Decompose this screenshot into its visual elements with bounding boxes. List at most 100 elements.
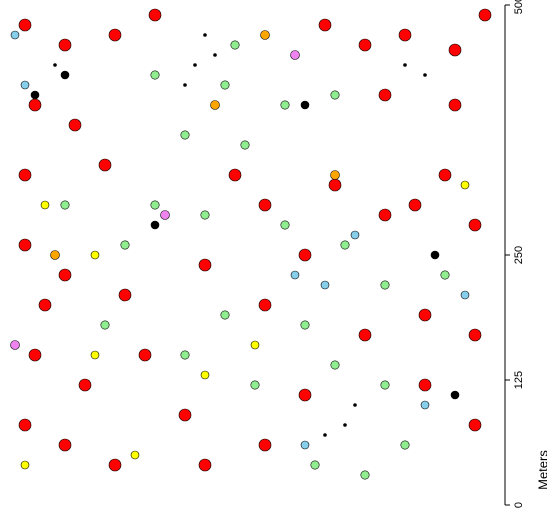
tree-point	[220, 310, 230, 320]
tree-point	[53, 63, 57, 67]
tree-point	[258, 438, 272, 452]
tree-point	[108, 458, 122, 472]
tree-point	[230, 40, 240, 50]
tree-point	[328, 178, 342, 192]
tree-point	[10, 30, 20, 40]
tree-point	[358, 328, 372, 342]
y-tick-label: 125	[513, 371, 525, 389]
tree-point	[60, 200, 70, 210]
tree-point	[198, 458, 212, 472]
tree-point	[323, 433, 327, 437]
tree-point	[78, 378, 92, 392]
tree-point	[258, 298, 272, 312]
y-tick-label: 500	[513, 0, 525, 14]
tree-point	[150, 220, 160, 230]
tree-point	[200, 370, 210, 380]
tree-point	[468, 218, 482, 232]
tree-point	[340, 240, 350, 250]
tree-point	[203, 33, 207, 37]
tree-point	[20, 460, 30, 470]
tree-point	[310, 460, 320, 470]
tree-point	[58, 438, 72, 452]
tree-point	[440, 270, 450, 280]
tree-point	[418, 308, 432, 322]
tree-point	[380, 280, 390, 290]
tree-point	[330, 90, 340, 100]
tree-point	[398, 28, 412, 42]
tree-point	[360, 470, 370, 480]
tree-point	[180, 350, 190, 360]
tree-point	[468, 418, 482, 432]
tree-point	[400, 440, 410, 450]
tree-point	[343, 423, 347, 427]
tree-point	[468, 328, 482, 342]
tree-point	[28, 98, 42, 112]
tree-point	[228, 168, 242, 182]
tree-point	[108, 28, 122, 42]
tree-point	[260, 30, 270, 40]
tree-point	[98, 158, 112, 172]
tree-point	[438, 168, 452, 182]
tree-point	[50, 250, 60, 260]
tree-point	[250, 380, 260, 390]
tree-point	[213, 53, 217, 57]
tree-point	[320, 280, 330, 290]
tree-point	[290, 50, 300, 60]
tree-point	[418, 378, 432, 392]
tree-point	[40, 200, 50, 210]
tree-point	[200, 210, 210, 220]
tree-point	[183, 83, 187, 87]
tree-point	[420, 400, 430, 410]
tree-point	[160, 210, 170, 220]
tree-point	[448, 98, 462, 112]
tree-point	[100, 320, 110, 330]
tree-point	[240, 140, 250, 150]
tree-point	[378, 88, 392, 102]
tree-point	[448, 43, 462, 57]
tree-point	[18, 238, 32, 252]
tree-point	[18, 18, 32, 32]
tree-point	[300, 320, 310, 330]
tree-point	[408, 198, 422, 212]
tree-point	[150, 70, 160, 80]
tree-point	[58, 38, 72, 52]
tree-point	[258, 198, 272, 212]
tree-point	[280, 100, 290, 110]
tree-point	[290, 270, 300, 280]
tree-point	[353, 403, 357, 407]
tree-point	[60, 70, 70, 80]
tree-point	[350, 230, 360, 240]
tree-point	[460, 290, 470, 300]
tree-point	[90, 350, 100, 360]
tree-point	[478, 8, 492, 22]
tree-point	[68, 118, 82, 132]
tree-point	[298, 248, 312, 262]
tree-point	[148, 8, 162, 22]
y-tick-label: 0	[513, 502, 525, 508]
tree-point	[330, 170, 340, 180]
tree-point	[30, 90, 40, 100]
tree-point	[20, 80, 30, 90]
tree-point	[378, 208, 392, 222]
tree-point	[403, 63, 407, 67]
tree-point	[193, 63, 197, 67]
tree-point	[430, 250, 440, 260]
tree-point	[380, 380, 390, 390]
tree-point	[180, 130, 190, 140]
y-axis-label: Meters	[535, 450, 547, 490]
tree-point	[38, 298, 52, 312]
tree-point	[330, 360, 340, 370]
tree-point	[450, 390, 460, 400]
y-tick-label: 250	[513, 246, 525, 264]
tree-point	[28, 348, 42, 362]
tree-point	[178, 408, 192, 422]
tree-point	[220, 80, 230, 90]
tree-point	[198, 258, 212, 272]
tree-point	[18, 168, 32, 182]
tree-point	[90, 250, 100, 260]
tree-point	[423, 73, 427, 77]
tree-point	[300, 100, 310, 110]
tree-point	[358, 38, 372, 52]
